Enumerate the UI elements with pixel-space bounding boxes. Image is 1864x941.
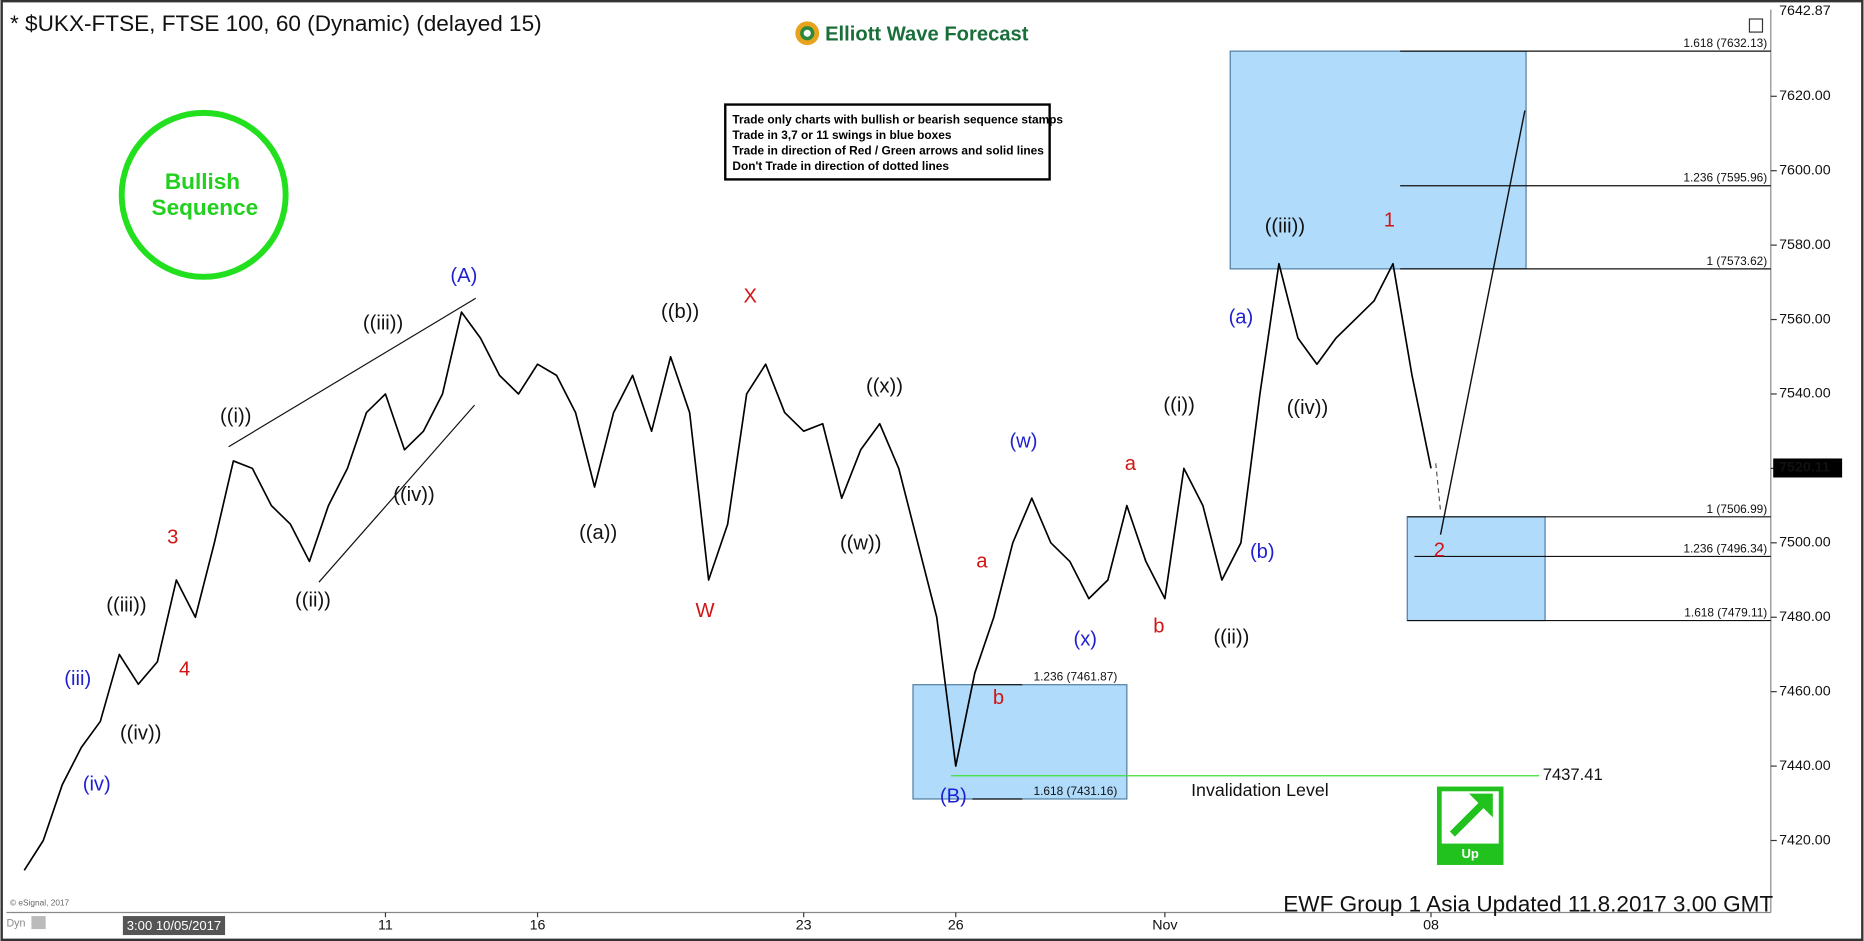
copyright: © eSignal, 2017 <box>10 897 70 907</box>
fib-label: 1.618 (7431.16) <box>1033 784 1117 798</box>
high-price-label: 7642.87 <box>1779 3 1831 19</box>
wave-label: ((b)) <box>661 301 699 323</box>
y-tick-label: 7540.00 <box>1779 386 1831 402</box>
y-tick-label: 7460.00 <box>1779 683 1831 699</box>
stamp-text: Bullish <box>165 169 240 194</box>
projection-line <box>1439 110 1526 535</box>
fib-label: 1.618 (7479.11) <box>1684 606 1767 620</box>
wave-label: (A) <box>450 265 477 287</box>
y-tick-label: 7500.00 <box>1779 535 1831 551</box>
wave-label: ((ii)) <box>295 590 331 612</box>
y-tick-label: 7420.00 <box>1779 832 1831 848</box>
target-box <box>1229 50 1527 270</box>
wave-label: a <box>976 550 988 572</box>
y-tick-label: 7580.00 <box>1779 237 1831 253</box>
y-tick-label: 7560.00 <box>1779 311 1831 327</box>
x-tick-label: 26 <box>948 917 964 933</box>
mode-label: Dyn <box>6 918 25 930</box>
x-tick-label: Nov <box>1152 917 1178 933</box>
wave-label: ((i)) <box>220 405 251 427</box>
wave-label: ((i)) <box>1163 395 1194 417</box>
wave-label: ((w)) <box>840 532 881 554</box>
wave-label: ((iii)) <box>106 594 146 616</box>
wave-label: (b) <box>1250 541 1275 563</box>
target-box <box>912 684 1128 800</box>
wave-label: (B) <box>940 786 967 808</box>
trend-line <box>318 404 476 583</box>
fib-label: 1.236 (7496.34) <box>1683 541 1767 555</box>
fib-label: 1.236 (7595.96) <box>1683 171 1767 185</box>
invalidation-value: 7437.41 <box>1543 765 1603 784</box>
wave-label: ((x)) <box>866 376 903 398</box>
y-tick-label: 7440.00 <box>1779 758 1831 774</box>
wave-label: ((ii)) <box>1213 626 1249 648</box>
y-tick-label: 7620.00 <box>1779 88 1831 104</box>
chart-title: * $UKX-FTSE, FTSE 100, 60 (Dynamic) (del… <box>10 11 542 36</box>
signal-arrow <box>1449 798 1489 837</box>
wave-label: (x) <box>1073 629 1097 651</box>
cursor-box <box>122 916 226 936</box>
wave-label: 4 <box>179 658 190 680</box>
y-tick-label: 7600.00 <box>1779 162 1831 178</box>
stamp-circle <box>118 109 289 280</box>
logo: Elliott Wave Forecast <box>795 21 1029 45</box>
fib-label: 1 (7506.99) <box>1707 502 1768 516</box>
wave-label: b <box>993 687 1004 709</box>
signal-arrow <box>1469 793 1493 818</box>
cursor-label: 3:00 10/05/2017 <box>127 918 221 933</box>
note: Don't Trade in direction of dotted lines <box>732 159 949 173</box>
logo-icon <box>803 29 811 37</box>
wave-label: (iv) <box>83 774 111 796</box>
footer: EWF Group 1 Asia Updated 11.8.2017 3.00 … <box>1283 891 1773 916</box>
x-tick-label: 23 <box>796 917 812 933</box>
wave-label: ((iv)) <box>1287 397 1328 419</box>
wave-label: (a) <box>1229 307 1254 329</box>
note: Trade only charts with bullish or bearis… <box>732 113 1063 127</box>
brand: Elliott Wave Forecast <box>825 23 1029 45</box>
wave-label: ((iii)) <box>363 313 403 335</box>
price-line <box>23 262 1432 871</box>
last-price-label: 7520.11 <box>1779 460 1830 476</box>
wave-label: (iii) <box>64 668 91 690</box>
wave-label: ((iv)) <box>120 723 161 745</box>
wave-label: W <box>696 600 715 622</box>
mode-box <box>31 916 46 930</box>
stamp-text: Sequence <box>152 195 259 220</box>
fib-label: 1 (7573.62) <box>1707 254 1768 268</box>
wave-label: X <box>743 285 757 307</box>
wave-label: a <box>1125 453 1137 475</box>
note: Trade in direction of Red / Green arrows… <box>732 143 1044 157</box>
notes-box <box>724 103 1051 181</box>
fib-label: 1.236 (7461.87) <box>1033 670 1117 684</box>
signal-label: Up <box>1462 846 1479 861</box>
x-tick-label: 11 <box>378 917 393 933</box>
wave-label: ((iv)) <box>393 484 434 506</box>
wave-label: (w) <box>1009 430 1037 452</box>
fib-label: 1.618 (7632.13) <box>1683 36 1767 50</box>
target-box <box>1406 516 1546 622</box>
wave-label: 1 <box>1384 209 1395 231</box>
invalidation-text: Invalidation Level <box>1191 780 1329 800</box>
wave-label: 2 <box>1434 540 1445 562</box>
wave-label: ((a)) <box>579 522 617 544</box>
trend-line <box>228 297 477 448</box>
x-tick-label: 08 <box>1423 917 1439 933</box>
y-tick-label: 7480.00 <box>1779 609 1831 625</box>
note: Trade in 3,7 or 11 swings in blue boxes <box>732 128 951 142</box>
wave-label: b <box>1153 616 1164 638</box>
menu-icon <box>1748 18 1764 33</box>
x-tick-label: 16 <box>530 917 546 933</box>
wave-label: 3 <box>167 527 178 549</box>
wave-label: ((iii)) <box>1265 215 1305 237</box>
last-price-box <box>1773 458 1843 478</box>
